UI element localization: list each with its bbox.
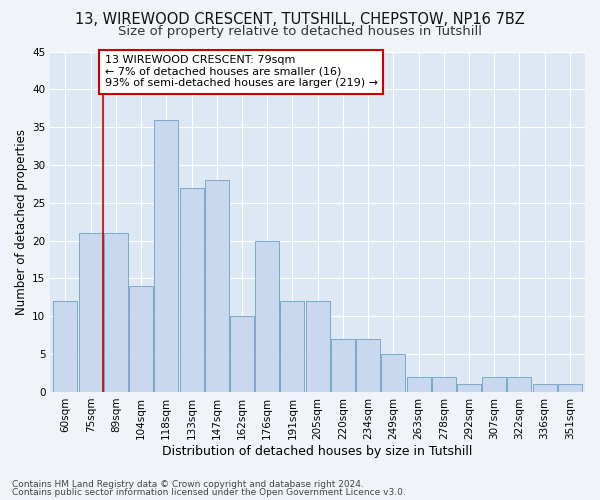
Bar bbox=[129, 286, 153, 392]
Bar bbox=[331, 339, 355, 392]
Bar bbox=[79, 233, 103, 392]
Bar bbox=[482, 377, 506, 392]
Text: Contains HM Land Registry data © Crown copyright and database right 2024.: Contains HM Land Registry data © Crown c… bbox=[12, 480, 364, 489]
Bar bbox=[432, 377, 456, 392]
Y-axis label: Number of detached properties: Number of detached properties bbox=[15, 128, 28, 314]
Bar bbox=[382, 354, 405, 392]
Text: Contains public sector information licensed under the Open Government Licence v3: Contains public sector information licen… bbox=[12, 488, 406, 497]
Bar bbox=[230, 316, 254, 392]
Bar bbox=[356, 339, 380, 392]
Bar bbox=[533, 384, 557, 392]
Bar bbox=[104, 233, 128, 392]
X-axis label: Distribution of detached houses by size in Tutshill: Distribution of detached houses by size … bbox=[163, 444, 473, 458]
Bar bbox=[457, 384, 481, 392]
Bar bbox=[280, 301, 304, 392]
Text: 13, WIREWOOD CRESCENT, TUTSHILL, CHEPSTOW, NP16 7BZ: 13, WIREWOOD CRESCENT, TUTSHILL, CHEPSTO… bbox=[75, 12, 525, 28]
Bar bbox=[154, 120, 178, 392]
Text: Size of property relative to detached houses in Tutshill: Size of property relative to detached ho… bbox=[118, 25, 482, 38]
Bar bbox=[508, 377, 532, 392]
Bar bbox=[205, 180, 229, 392]
Bar bbox=[558, 384, 582, 392]
Bar bbox=[255, 240, 279, 392]
Bar bbox=[407, 377, 431, 392]
Text: 13 WIREWOOD CRESCENT: 79sqm
← 7% of detached houses are smaller (16)
93% of semi: 13 WIREWOOD CRESCENT: 79sqm ← 7% of deta… bbox=[104, 56, 377, 88]
Bar bbox=[53, 301, 77, 392]
Bar bbox=[305, 301, 329, 392]
Bar bbox=[179, 188, 203, 392]
